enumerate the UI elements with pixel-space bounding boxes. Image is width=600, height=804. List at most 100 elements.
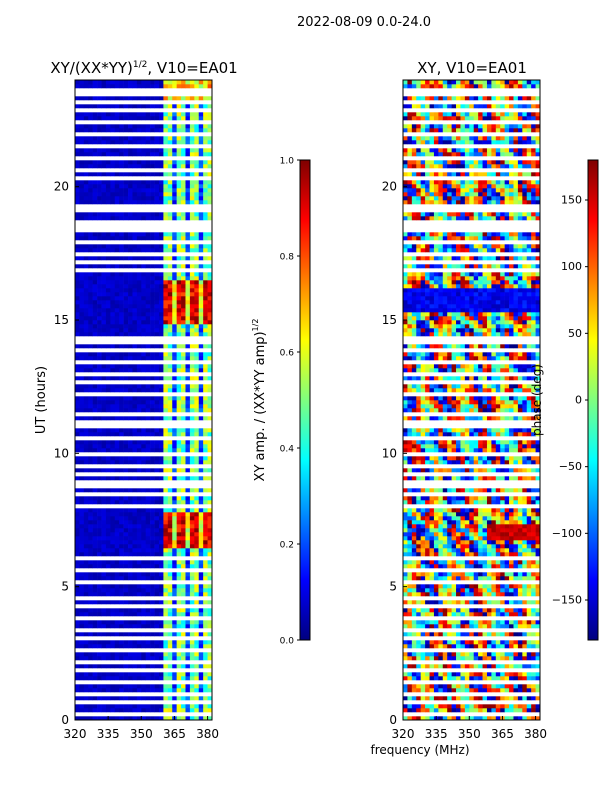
phase-cell — [421, 672, 426, 676]
amplitude-cell — [150, 408, 155, 412]
flagged-row — [75, 372, 212, 376]
phase-cell — [531, 440, 536, 444]
amplitude-cell — [203, 384, 208, 388]
phase-cell — [518, 592, 523, 596]
amplitude-cell — [163, 516, 168, 520]
amplitude-cell — [203, 576, 208, 580]
amplitude-cell — [155, 520, 160, 524]
amplitude-colorbar-ticks: 0.00.20.40.60.81.0 — [280, 157, 300, 647]
phase-cell — [522, 528, 527, 532]
amplitude-cell — [194, 688, 199, 692]
amplitude-heatmap — [75, 80, 212, 720]
amplitude-cell — [124, 676, 129, 680]
amplitude-cell — [128, 428, 133, 432]
amplitude-cell — [168, 212, 173, 216]
phase-cell — [491, 432, 496, 436]
amplitude-cell — [106, 236, 111, 240]
phase-cell — [527, 652, 532, 656]
amplitude-cell — [110, 368, 115, 372]
amplitude-cell — [75, 544, 80, 548]
amplitude-cell — [115, 404, 120, 408]
amplitude-cell — [128, 248, 133, 252]
amplitude-cell — [132, 676, 137, 680]
amplitude-cell — [155, 624, 160, 628]
phase-cell — [430, 600, 435, 604]
phase-cell — [460, 640, 465, 644]
phase-cell — [403, 656, 408, 660]
phase-cell — [500, 520, 505, 524]
amplitude-cell — [146, 440, 151, 444]
phase-cell — [438, 592, 443, 596]
phase-cell — [412, 588, 417, 592]
amplitude-cell — [155, 300, 160, 304]
amplitude-cell — [141, 608, 146, 612]
amplitude-cell — [88, 620, 93, 624]
phase-cell — [491, 468, 496, 472]
amplitude-cell — [150, 104, 155, 108]
phase-cell — [500, 584, 505, 588]
amplitude-cell — [150, 584, 155, 588]
amplitude-cell — [97, 560, 102, 564]
amplitude-cell — [79, 368, 84, 372]
amplitude-cell — [110, 188, 115, 192]
phase-cell — [527, 664, 532, 668]
amplitude-cell — [128, 508, 133, 512]
amplitude-cell — [128, 584, 133, 588]
amplitude-cell — [115, 316, 120, 320]
amplitude-cell — [190, 280, 195, 284]
amplitude-cell — [119, 232, 124, 236]
amplitude-cell — [93, 244, 98, 248]
phase-cell — [452, 620, 457, 624]
phase-cell — [491, 708, 496, 712]
phase-cell — [531, 528, 536, 532]
phase-cell — [527, 672, 532, 676]
amplitude-cell — [84, 276, 89, 280]
phase-cell — [416, 620, 421, 624]
amplitude-cell — [115, 84, 120, 88]
phase-cell — [407, 528, 412, 532]
amplitude-cell — [146, 296, 151, 300]
phase-cell — [443, 456, 448, 460]
phase-cell — [443, 592, 448, 596]
amplitude-cell — [194, 160, 199, 164]
amplitude-cell — [110, 116, 115, 120]
amplitude-cell — [75, 548, 80, 552]
phase-cell — [465, 536, 470, 540]
amplitude-cell — [141, 448, 146, 452]
phase-cell — [425, 624, 430, 628]
amplitude-cell — [84, 600, 89, 604]
phase-cell — [403, 640, 408, 644]
amplitude-cell — [97, 184, 102, 188]
amplitude-cell — [75, 248, 80, 252]
phase-cell — [443, 440, 448, 444]
phase-cell — [483, 456, 488, 460]
phase-cell — [412, 620, 417, 624]
phase-cell — [407, 552, 412, 556]
amplitude-cell — [177, 280, 182, 284]
phase-cell — [434, 448, 439, 452]
phase-cell — [452, 500, 457, 504]
amplitude-cell — [168, 488, 173, 492]
amplitude-cell — [177, 324, 182, 328]
amplitude-cell — [181, 432, 186, 436]
phase-cell — [509, 496, 514, 500]
amplitude-cell — [119, 364, 124, 368]
phase-cell — [527, 708, 532, 712]
amplitude-cell — [110, 704, 115, 708]
phase-cell — [522, 708, 527, 712]
amplitude-cell — [163, 708, 168, 712]
amplitude-cell — [146, 200, 151, 204]
amplitude-cell — [97, 440, 102, 444]
amplitude-cell — [97, 644, 102, 648]
amplitude-cell — [199, 196, 204, 200]
phase-cell — [513, 532, 518, 536]
amplitude-cell — [124, 160, 129, 164]
flagged-row — [75, 504, 212, 508]
amplitude-cell — [155, 644, 160, 648]
amplitude-cell — [110, 104, 115, 108]
amplitude-cell — [128, 364, 133, 368]
amplitude-cell — [185, 428, 190, 432]
phase-cell — [469, 460, 474, 464]
phase-cell — [430, 460, 435, 464]
amplitude-cell — [84, 536, 89, 540]
